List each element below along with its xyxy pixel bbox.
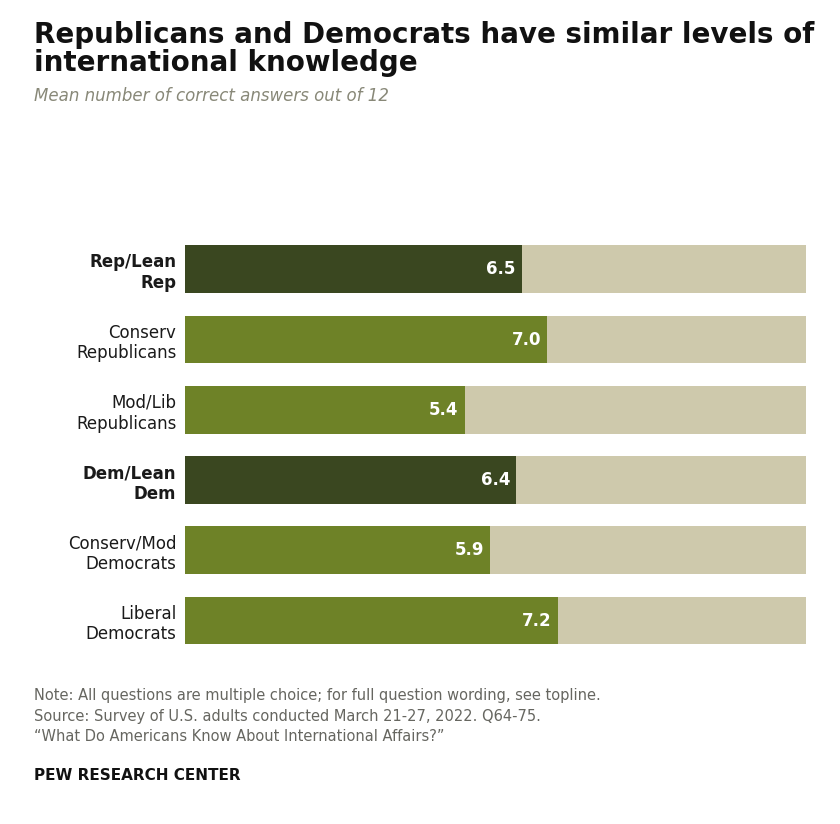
Bar [185, 316, 806, 363]
Text: “What Do Americans Know About International Affairs?”: “What Do Americans Know About Internatio… [34, 729, 444, 744]
Text: international knowledge: international knowledge [34, 49, 417, 77]
Bar [185, 597, 806, 644]
Bar [185, 597, 558, 644]
Text: Mean number of correct answers out of 12: Mean number of correct answers out of 12 [34, 87, 389, 105]
Text: 5.9: 5.9 [454, 541, 484, 559]
Bar [185, 456, 517, 504]
Text: 7.2: 7.2 [522, 611, 552, 630]
Bar [185, 386, 806, 433]
Bar [185, 527, 806, 574]
Bar [185, 316, 548, 363]
Text: PEW RESEARCH CENTER: PEW RESEARCH CENTER [34, 768, 240, 783]
Text: Note: All questions are multiple choice; for full question wording, see topline.: Note: All questions are multiple choice;… [34, 688, 601, 703]
Text: Source: Survey of U.S. adults conducted March 21-27, 2022. Q64-75.: Source: Survey of U.S. adults conducted … [34, 709, 540, 723]
Bar [185, 456, 806, 504]
Text: 6.4: 6.4 [480, 471, 510, 489]
Bar [185, 246, 522, 293]
Bar [185, 527, 491, 574]
Bar [185, 386, 465, 433]
Text: 7.0: 7.0 [512, 330, 541, 349]
Text: 5.4: 5.4 [428, 400, 459, 419]
Text: 6.5: 6.5 [486, 260, 515, 279]
Bar [185, 246, 806, 293]
Text: Republicans and Democrats have similar levels of: Republicans and Democrats have similar l… [34, 21, 814, 49]
